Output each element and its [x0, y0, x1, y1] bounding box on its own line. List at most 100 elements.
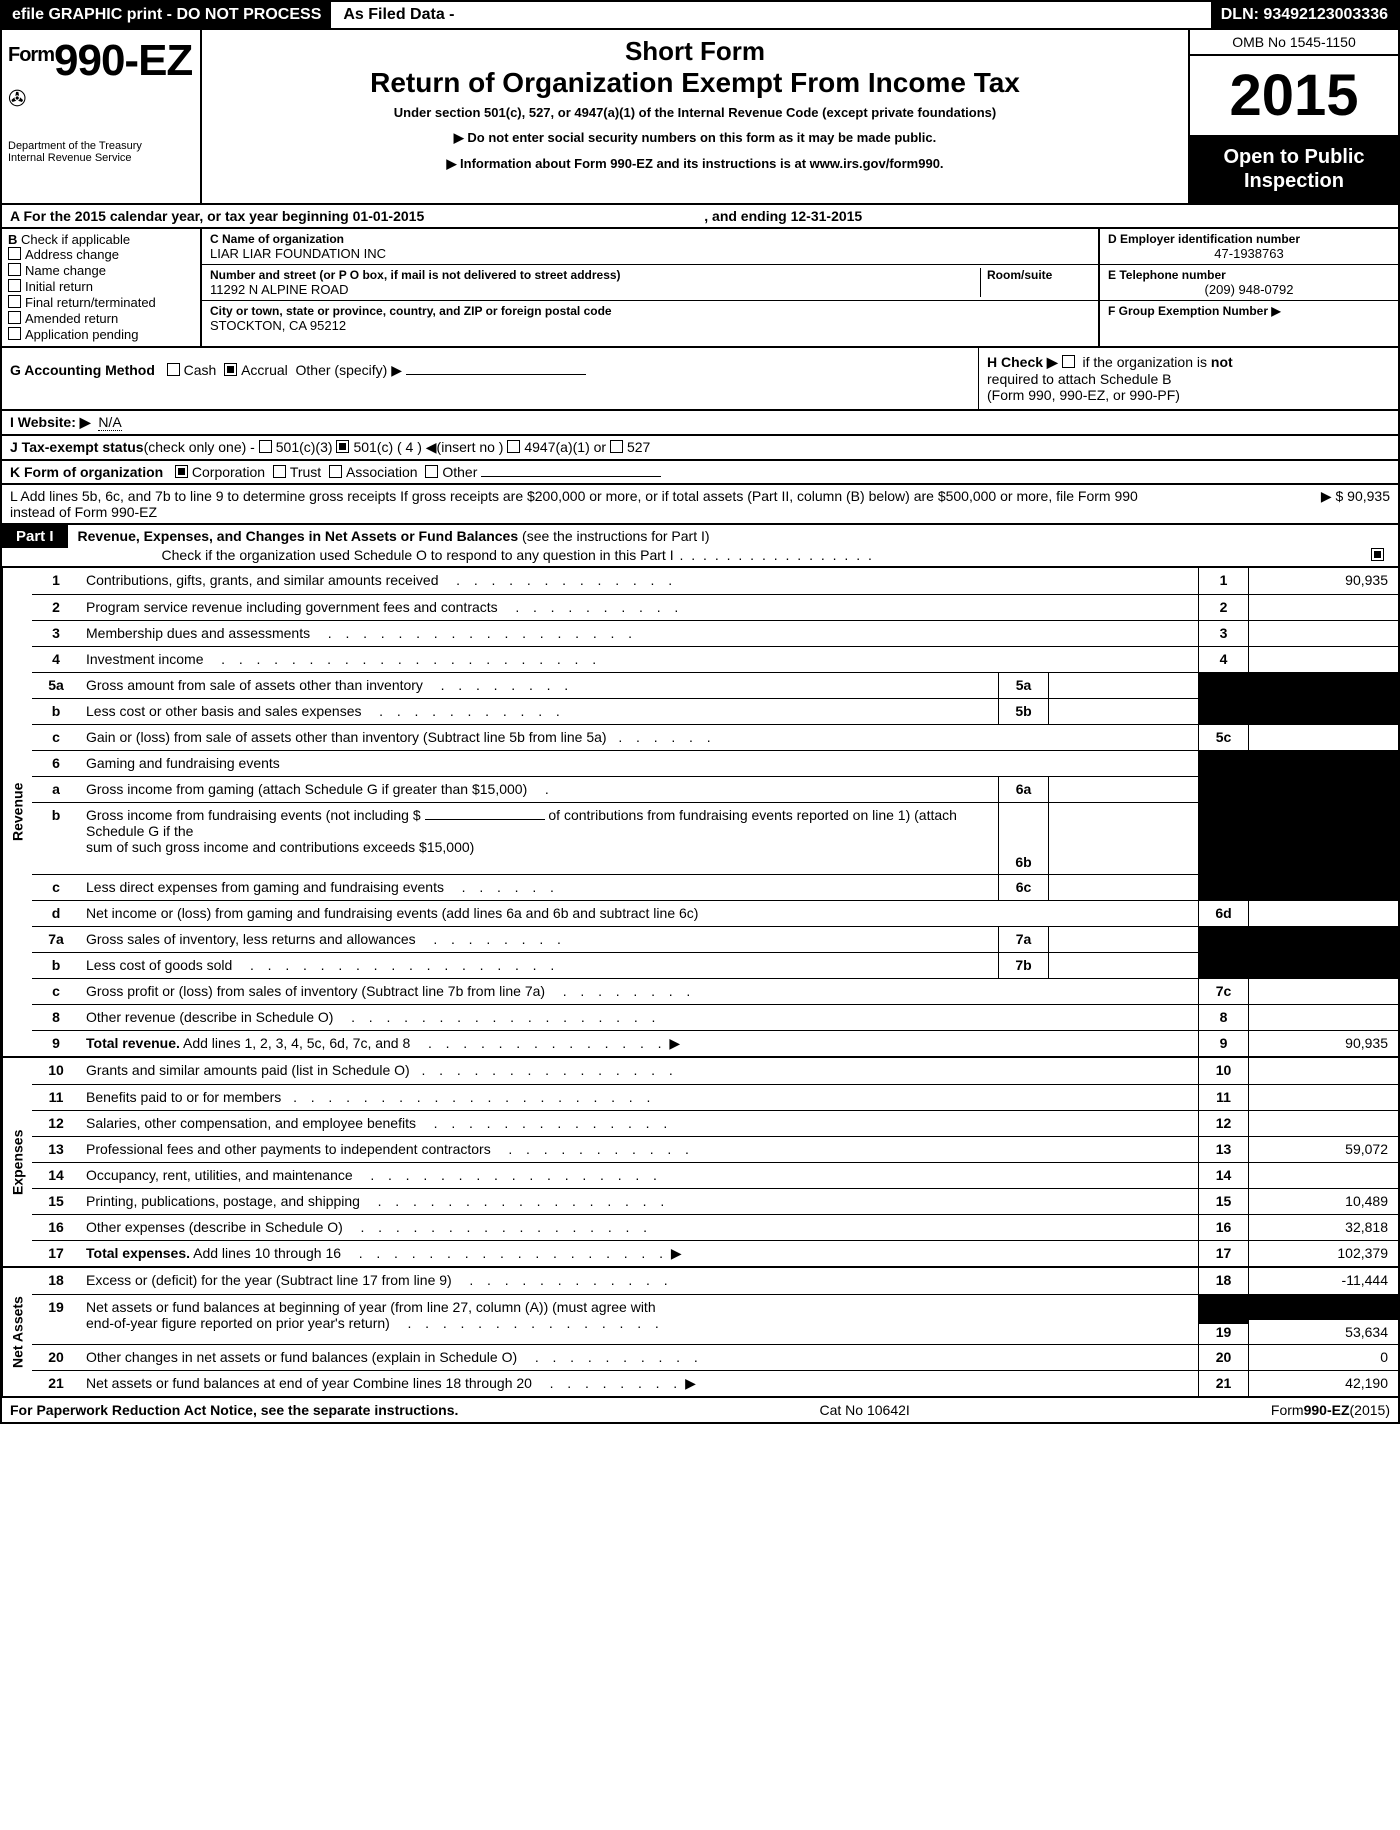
line-7a: 7a Gross sales of inventory, less return…: [32, 926, 1398, 952]
line-12: 12 Salaries, other compensation, and emp…: [32, 1110, 1398, 1136]
recycle-icon: ✇: [8, 86, 194, 112]
line-21: 21 Net assets or fund balances at end of…: [32, 1370, 1398, 1396]
col-d: D Employer identification number 47-1938…: [1098, 229, 1398, 346]
line-20: 20 Other changes in net assets or fund b…: [32, 1344, 1398, 1370]
col-c-org: C Name of organization LIAR LIAR FOUNDAT…: [202, 229, 1098, 346]
line-14: 14 Occupancy, rent, utilities, and maint…: [32, 1162, 1398, 1188]
line-13: 13 Professional fees and other payments …: [32, 1136, 1398, 1162]
val-20: 0: [1248, 1345, 1398, 1370]
efile-notice: efile GRAPHIC print - DO NOT PROCESS: [2, 2, 333, 28]
header-middle: Short Form Return of Organization Exempt…: [202, 30, 1188, 203]
line-6: 6 Gaming and fundraising events: [32, 750, 1398, 776]
cb-association[interactable]: Association: [329, 464, 418, 480]
row-a-tax-year: A For the 2015 calendar year, or tax yea…: [0, 205, 1400, 229]
paperwork-notice: For Paperwork Reduction Act Notice, see …: [10, 1402, 458, 1418]
line-4: 4 Investment income . . . . . . . . . . …: [32, 646, 1398, 672]
row-l-gross-receipts: L Add lines 5b, 6c, and 7b to line 9 to …: [0, 485, 1400, 525]
side-expenses: Expenses: [2, 1058, 32, 1266]
line-10: 10 Grants and similar amounts paid (list…: [32, 1058, 1398, 1084]
irs-label: Internal Revenue Service: [8, 152, 194, 164]
val-19: 53,634: [1249, 1320, 1398, 1344]
part-i-header: Part I Revenue, Expenses, and Changes in…: [0, 525, 1400, 568]
line-6c: c Less direct expenses from gaming and f…: [32, 874, 1398, 900]
cb-address-change[interactable]: Address change: [8, 247, 194, 262]
line-6b: b Gross income from fundraising events (…: [32, 802, 1398, 874]
line-5a: 5a Gross amount from sale of assets othe…: [32, 672, 1398, 698]
dept-treasury: Department of the Treasury: [8, 140, 194, 152]
top-bar: efile GRAPHIC print - DO NOT PROCESS As …: [0, 0, 1400, 30]
website-value: N/A: [98, 414, 121, 431]
line-19: 19 Net assets or fund balances at beginn…: [32, 1294, 1398, 1344]
cb-cash[interactable]: Cash: [167, 362, 217, 378]
col-b-checkboxes: B Check if applicable Address change Nam…: [2, 229, 202, 346]
cb-name-change[interactable]: Name change: [8, 263, 194, 278]
ein: 47-1938763: [1108, 246, 1390, 261]
other-specify-line[interactable]: [406, 374, 586, 375]
cb-amended[interactable]: Amended return: [8, 311, 194, 326]
form-header: Form990-EZ ✇ Department of the Treasury …: [0, 30, 1400, 205]
val-18: -11,444: [1248, 1268, 1398, 1294]
val-21: 42,190: [1248, 1371, 1398, 1396]
val-9: 90,935: [1248, 1031, 1398, 1056]
row-i-website: I Website: ▶ N/A: [0, 411, 1400, 436]
irs-link[interactable]: www.irs.gov/form990: [810, 156, 940, 171]
line-8: 8 Other revenue (describe in Schedule O)…: [32, 1004, 1398, 1030]
short-form-title: Short Form: [214, 36, 1176, 67]
line-9: 9 Total revenue. Add lines 1, 2, 3, 4, 5…: [32, 1030, 1398, 1056]
room-label: Room/suite: [987, 268, 1090, 282]
street-label: Number and street (or P O box, if mail i…: [210, 268, 980, 282]
val-1: 90,935: [1248, 568, 1398, 594]
val-16: 32,818: [1248, 1215, 1398, 1240]
city: STOCKTON, CA 95212: [210, 318, 1090, 333]
cb-app-pending[interactable]: Application pending: [8, 327, 194, 342]
block-bcd: B Check if applicable Address change Nam…: [0, 229, 1400, 348]
line-17: 17 Total expenses. Add lines 10 through …: [32, 1240, 1398, 1266]
street: 11292 N ALPINE ROAD: [210, 282, 980, 297]
tel-label: E Telephone number: [1108, 268, 1390, 282]
info-link-line: Information about Form 990-EZ and its in…: [214, 156, 1176, 172]
cb-schedule-b[interactable]: [1062, 354, 1079, 370]
subtitle: Under section 501(c), 527, or 4947(a)(1)…: [214, 105, 1176, 120]
accounting-method: G Accounting Method Cash Accrual Other (…: [2, 348, 978, 409]
line-18: 18 Excess or (deficit) for the year (Sub…: [32, 1268, 1398, 1294]
header-right: OMB No 1545-1150 2015 Open to Public Ins…: [1188, 30, 1398, 203]
line-1: 1 Contributions, gifts, grants, and simi…: [32, 568, 1398, 594]
footer: For Paperwork Reduction Act Notice, see …: [0, 1398, 1400, 1424]
line-11: 11 Benefits paid to or for members . . .…: [32, 1084, 1398, 1110]
cb-accrual[interactable]: Accrual: [224, 362, 288, 378]
cb-initial-return[interactable]: Initial return: [8, 279, 194, 294]
omb-number: OMB No 1545-1150: [1190, 30, 1398, 56]
ssn-warning: Do not enter social security numbers on …: [214, 130, 1176, 146]
part-i-tag: Part I: [2, 525, 68, 548]
line-6d: d Net income or (loss) from gaming and f…: [32, 900, 1398, 926]
gross-receipts-amount: ▶ $ 90,935: [1321, 488, 1390, 520]
cb-501c3[interactable]: 501(c)(3): [259, 439, 333, 455]
cb-other-org[interactable]: Other: [425, 464, 477, 480]
cb-trust[interactable]: Trust: [273, 464, 321, 480]
side-revenue: Revenue: [2, 568, 32, 1056]
val-17: 102,379: [1248, 1241, 1398, 1266]
city-label: City or town, state or province, country…: [210, 304, 1090, 318]
line-15: 15 Printing, publications, postage, and …: [32, 1188, 1398, 1214]
line-16: 16 Other expenses (describe in Schedule …: [32, 1214, 1398, 1240]
tax-year: 2015: [1190, 56, 1398, 135]
row-j-tax-exempt: J Tax-exempt status(check only one) - 50…: [0, 436, 1400, 461]
cb-corporation[interactable]: Corporation: [175, 464, 265, 480]
cb-527[interactable]: 527: [610, 439, 650, 455]
org-name: LIAR LIAR FOUNDATION INC: [210, 246, 1090, 261]
page: efile GRAPHIC print - DO NOT PROCESS As …: [0, 0, 1400, 1424]
ein-label: D Employer identification number: [1108, 232, 1390, 246]
part-i-grid: Revenue 1 Contributions, gifts, grants, …: [0, 568, 1400, 1398]
cb-schedule-o-part1[interactable]: [1371, 547, 1388, 563]
line-7c: c Gross profit or (loss) from sales of i…: [32, 978, 1398, 1004]
cb-501c[interactable]: 501(c) ( 4 ) ◀(insert no ): [336, 439, 503, 455]
side-net-assets: Net Assets: [2, 1268, 32, 1396]
cat-no: Cat No 10642I: [820, 1402, 910, 1418]
as-filed-label: As Filed Data -: [333, 2, 466, 28]
cb-4947[interactable]: 4947(a)(1) or: [507, 439, 606, 455]
form-number: Form990-EZ: [8, 36, 194, 86]
schedule-b-check: H Check ▶ if the organization is not req…: [978, 348, 1398, 409]
return-title: Return of Organization Exempt From Incom…: [214, 67, 1176, 99]
open-to-public: Open to Public Inspection: [1190, 135, 1398, 203]
cb-final-return[interactable]: Final return/terminated: [8, 295, 194, 310]
